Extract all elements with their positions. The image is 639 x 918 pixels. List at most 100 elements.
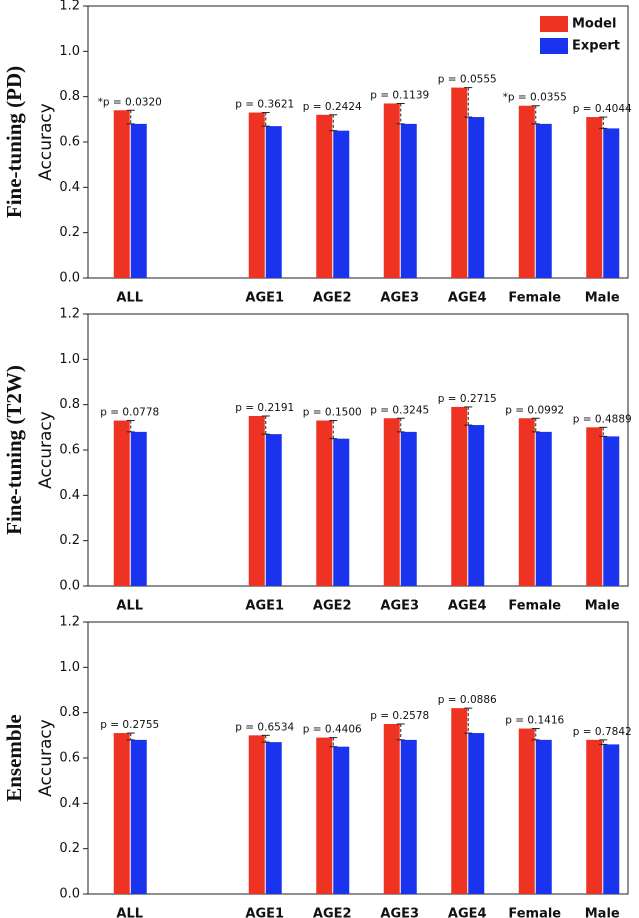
bar xyxy=(451,87,468,278)
bar xyxy=(265,126,282,278)
bar xyxy=(400,431,417,586)
bar xyxy=(248,112,265,279)
bar xyxy=(518,418,535,586)
p-value-annotation: p = 0.2578 xyxy=(370,710,429,722)
y-tick-label: 1.0 xyxy=(59,660,80,675)
x-tick-label: AGE3 xyxy=(380,907,419,918)
y-tick-label: 1.2 xyxy=(59,307,80,322)
y-tick-label: 0.0 xyxy=(59,579,80,594)
bar xyxy=(113,110,130,279)
x-tick-label: AGE1 xyxy=(245,291,284,306)
p-value-annotation: p = 0.2755 xyxy=(100,719,159,731)
bar xyxy=(130,431,147,586)
y-tick-label: 0.6 xyxy=(59,751,80,766)
bar xyxy=(400,739,417,894)
x-tick-label: AGE2 xyxy=(313,291,352,306)
x-tick-label: ALL xyxy=(116,907,143,918)
y-axis-label: Accuracy xyxy=(36,103,56,181)
bar xyxy=(383,103,400,278)
bar xyxy=(586,739,603,894)
y-tick-label: 1.2 xyxy=(59,0,80,14)
bar xyxy=(113,420,130,586)
p-value-annotation: p = 0.6534 xyxy=(235,721,294,733)
p-value-annotation: p = 0.2191 xyxy=(235,402,294,414)
bar xyxy=(468,733,485,894)
p-value-annotation: p = 0.0555 xyxy=(438,74,497,86)
bar xyxy=(586,427,603,586)
x-tick-label: AGE4 xyxy=(448,599,487,614)
y-tick-label: 0.6 xyxy=(59,443,80,458)
panel-title: Fine-tuning (T2W) xyxy=(2,365,26,535)
bar xyxy=(333,130,350,278)
bar xyxy=(265,742,282,894)
p-value-annotation: p = 0.3621 xyxy=(235,99,294,111)
y-tick-label: 0.0 xyxy=(59,887,80,902)
x-tick-label: AGE4 xyxy=(448,907,487,918)
bar xyxy=(603,128,620,278)
panel-title: Fine-tuning (PD) xyxy=(2,66,26,218)
x-tick-label: AGE3 xyxy=(380,291,419,306)
bar xyxy=(468,425,485,586)
p-value-annotation: p = 0.2424 xyxy=(303,101,362,113)
x-tick-label: Male xyxy=(585,599,620,614)
bar xyxy=(518,105,535,278)
p-value-annotation: p = 0.7842 xyxy=(573,726,632,738)
bar xyxy=(603,744,620,894)
bar xyxy=(383,418,400,586)
bar xyxy=(333,746,350,894)
y-tick-label: 0.2 xyxy=(59,841,80,856)
p-value-annotation: p = 0.0778 xyxy=(100,407,159,419)
bar xyxy=(451,406,468,586)
p-value-annotation: p = 0.1500 xyxy=(303,407,362,419)
x-tick-label: AGE2 xyxy=(313,599,352,614)
y-tick-label: 1.2 xyxy=(59,615,80,630)
legend-swatch xyxy=(540,16,568,32)
bar xyxy=(248,416,265,586)
y-tick-label: 0.8 xyxy=(59,89,80,104)
p-value-annotation: *p = 0.0355 xyxy=(503,92,567,104)
y-tick-label: 0.4 xyxy=(59,796,80,811)
p-value-annotation: p = 0.1139 xyxy=(370,89,429,101)
bar xyxy=(316,420,333,586)
bar xyxy=(265,434,282,586)
legend-label: Model xyxy=(572,17,616,32)
y-axis-label: Accuracy xyxy=(36,411,56,489)
bar xyxy=(316,737,333,894)
p-value-annotation: p = 0.4406 xyxy=(303,724,362,736)
bar xyxy=(451,708,468,894)
x-tick-label: Female xyxy=(508,907,561,918)
y-tick-label: 1.0 xyxy=(59,352,80,367)
panel-title: Ensemble xyxy=(2,714,26,802)
p-value-annotation: p = 0.3245 xyxy=(370,404,429,416)
bar xyxy=(316,114,333,278)
x-tick-label: Female xyxy=(508,291,561,306)
y-tick-label: 0.8 xyxy=(59,705,80,720)
y-axis-label: Accuracy xyxy=(36,719,56,797)
y-tick-label: 0.2 xyxy=(59,533,80,548)
p-value-annotation: p = 0.4889 xyxy=(573,413,632,425)
bar xyxy=(603,436,620,586)
bar xyxy=(535,431,552,586)
x-tick-label: AGE3 xyxy=(380,599,419,614)
bar xyxy=(248,735,265,894)
bar xyxy=(535,739,552,894)
p-value-annotation: *p = 0.0320 xyxy=(98,96,162,108)
x-tick-label: Male xyxy=(585,907,620,918)
bar xyxy=(333,438,350,586)
p-value-annotation: p = 0.4044 xyxy=(573,103,632,115)
y-tick-label: 0.0 xyxy=(59,271,80,286)
p-value-annotation: p = 0.0886 xyxy=(438,694,497,706)
y-tick-label: 0.2 xyxy=(59,225,80,240)
bar xyxy=(518,728,535,894)
y-tick-label: 1.0 xyxy=(59,44,80,59)
x-tick-label: AGE4 xyxy=(448,291,487,306)
y-tick-label: 0.4 xyxy=(59,488,80,503)
bar xyxy=(130,123,147,278)
legend-label: Expert xyxy=(572,39,620,54)
bar xyxy=(130,739,147,894)
bar xyxy=(535,123,552,278)
x-tick-label: AGE1 xyxy=(245,907,284,918)
p-value-annotation: p = 0.2715 xyxy=(438,393,497,405)
x-tick-label: ALL xyxy=(116,599,143,614)
